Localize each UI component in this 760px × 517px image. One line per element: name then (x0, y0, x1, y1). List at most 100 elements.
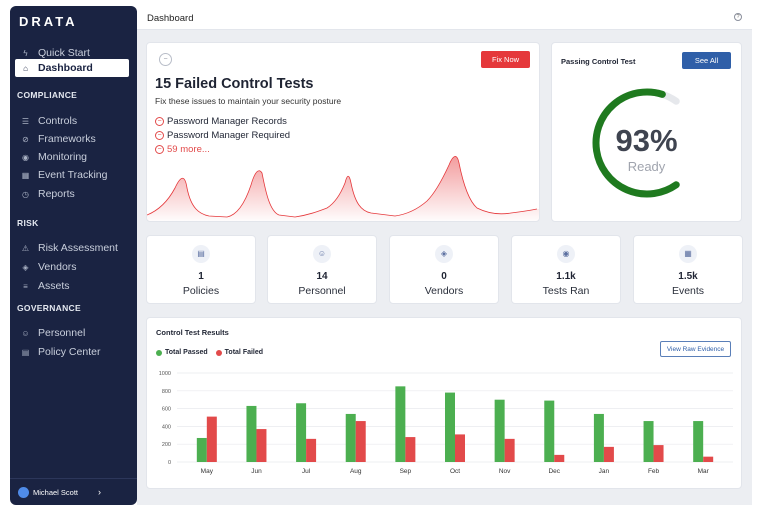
sidebar-item-personnel[interactable]: ☺ Personnel (15, 324, 129, 342)
sidebar-item-risk-assessment[interactable]: ⚠ Risk Assessment (15, 239, 129, 257)
sidebar-item-label: Event Tracking (38, 169, 108, 181)
view-raw-evidence-button[interactable]: View Raw Evidence (660, 341, 731, 357)
vendors-icon: ◈ (22, 262, 29, 272)
bar-total-passed-dec[interactable] (544, 400, 555, 462)
page-title: Dashboard (147, 13, 194, 24)
bar-total-failed-jan[interactable] (603, 446, 614, 462)
gauge-label: Ready (627, 159, 666, 174)
failed-tests-card: − Fix Now 15 Failed Control Tests Fix th… (146, 42, 540, 222)
document-icon: ▤ (192, 245, 210, 263)
bar-total-failed-may[interactable] (206, 416, 217, 462)
drata-logo[interactable]: DRATA (19, 14, 78, 29)
issue-item[interactable]: − Password Manager Records (155, 116, 287, 127)
sidebar-item-event-tracking[interactable]: ▦ Event Tracking (15, 166, 129, 184)
fix-now-button[interactable]: Fix Now (481, 51, 530, 68)
bar-total-failed-aug[interactable] (355, 421, 366, 462)
bar-total-passed-jan[interactable] (593, 413, 604, 462)
sidebar-item-label: Reports (38, 188, 75, 200)
bar-total-passed-may[interactable] (196, 437, 207, 462)
stat-label: Personnel (298, 285, 346, 297)
sidebar-item-assets[interactable]: ≡ Assets (15, 277, 129, 295)
bar-total-failed-jul[interactable] (306, 438, 317, 462)
y-tick-label: 600 (162, 407, 171, 413)
stat-card-policies[interactable]: ▤ 1 Policies (146, 235, 256, 304)
x-tick-label: Jan (599, 468, 610, 475)
bar-total-failed-jun[interactable] (256, 429, 267, 462)
bar-total-passed-nov[interactable] (494, 399, 505, 462)
minus-circle-icon: − (155, 131, 164, 140)
bar-total-failed-feb[interactable] (653, 445, 664, 462)
personnel-icon: ☺ (21, 328, 30, 338)
sidebar: DRATA ϟ Quick Start ⌂ Dashboard COMPLIANCE ☰ C… (10, 6, 137, 505)
x-tick-label: Feb (648, 468, 660, 475)
chevron-right-icon: › (98, 487, 101, 497)
sidebar-item-controls[interactable]: ☰ Controls (15, 112, 129, 130)
stat-card-events[interactable]: ▦ 1.5k Events (633, 235, 743, 304)
sidebar-item-frameworks[interactable]: ⊘ Frameworks (15, 130, 129, 148)
bar-total-failed-sep[interactable] (405, 437, 416, 462)
x-tick-label: Jun (251, 468, 262, 475)
y-tick-label: 800 (162, 389, 171, 395)
gauge-progress-arc (592, 88, 680, 198)
legend-passed-label: Total Passed (165, 349, 208, 356)
bar-total-passed-jul[interactable] (296, 403, 307, 462)
stat-label: Tests Ran (542, 285, 590, 297)
stat-value: 1.5k (678, 271, 698, 282)
user-menu[interactable]: Michael Scott › (10, 478, 137, 505)
readiness-gauge (592, 88, 680, 198)
failed-tests-title: 15 Failed Control Tests (155, 76, 314, 92)
bar-total-failed-dec[interactable] (554, 454, 565, 462)
bar-total-failed-nov[interactable] (504, 438, 515, 462)
sidebar-section-compliance: COMPLIANCE (17, 90, 78, 100)
gauge-value: 93% (615, 123, 678, 158)
minus-circle-icon: − (159, 53, 172, 66)
sidebar-item-reports[interactable]: ◷ Reports (15, 185, 129, 203)
bar-total-failed-mar[interactable] (703, 456, 714, 462)
sidebar-item-label: Monitoring (38, 151, 88, 163)
bar-total-failed-oct[interactable] (455, 434, 465, 462)
x-tick-label: Aug (350, 468, 362, 475)
x-tick-label: Mar (698, 468, 710, 475)
bar-total-passed-sep[interactable] (395, 386, 406, 462)
help-icon[interactable]: ? (734, 13, 742, 21)
chart-legend: Total Passed Total Failed (156, 349, 263, 356)
stat-label: Vendors (424, 285, 464, 297)
bar-total-passed-mar[interactable] (693, 421, 704, 462)
bar-total-passed-jun[interactable] (246, 405, 257, 462)
sidebar-item-quick-start[interactable]: ϟ Quick Start (15, 44, 129, 62)
sidebar-item-monitoring[interactable]: ◉ Monitoring (15, 148, 129, 166)
stat-value: 1 (198, 271, 204, 282)
user-name: Michael Scott (33, 487, 79, 497)
sidebar-item-label: Quick Start (38, 47, 90, 59)
policy-icon: ▤ (21, 347, 30, 357)
sidebar-item-dashboard[interactable]: ⌂ Dashboard (15, 59, 129, 77)
issue-item[interactable]: − Password Manager Required (155, 130, 290, 141)
frameworks-icon: ⊘ (22, 134, 29, 144)
see-all-button[interactable]: See All (682, 52, 731, 69)
controls-icon: ☰ (21, 116, 30, 126)
legend-failed-label: Total Failed (224, 349, 264, 356)
sidebar-item-label: Vendors (38, 261, 77, 273)
bar-total-passed-oct[interactable] (445, 392, 455, 462)
bar-total-passed-feb[interactable] (643, 421, 654, 462)
minus-circle-icon: − (155, 145, 164, 154)
stat-card-tests-ran[interactable]: ◉ 1.1k Tests Ran (511, 235, 621, 304)
monitoring-icon: ◉ (22, 152, 29, 162)
sidebar-item-policy-center[interactable]: ▤ Policy Center (15, 343, 129, 361)
failed-tests-subtitle: Fix these issues to maintain your securi… (155, 96, 342, 106)
sidebar-item-label: Policy Center (38, 346, 101, 358)
stat-label: Policies (182, 285, 220, 297)
issue-label: Password Manager Records (167, 116, 287, 127)
stat-value: 0 (441, 271, 447, 282)
sidebar-section-risk: RISK (17, 218, 39, 228)
stat-card-vendors[interactable]: ◈ 0 Vendors (389, 235, 499, 304)
sidebar-item-label: Risk Assessment (38, 242, 118, 254)
minus-circle-icon: − (155, 117, 164, 126)
y-tick-label: 200 (162, 442, 171, 448)
more-issues-link[interactable]: − 59 more... (155, 144, 210, 155)
stat-card-personnel[interactable]: ☺ 14 Personnel (267, 235, 377, 304)
calendar-icon: ▦ (679, 245, 697, 263)
sidebar-item-vendors[interactable]: ◈ Vendors (15, 258, 129, 276)
bar-total-passed-aug[interactable] (345, 413, 356, 462)
